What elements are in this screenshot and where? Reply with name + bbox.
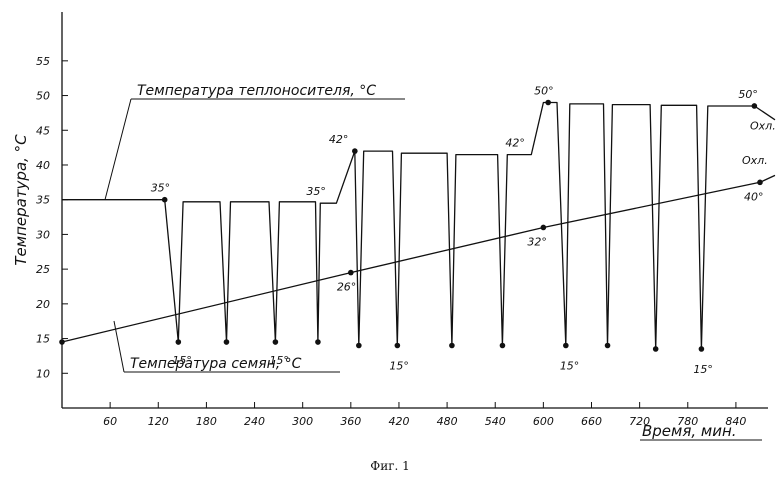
- data-marker: [545, 100, 551, 106]
- x-tick-label: 120: [148, 415, 169, 428]
- data-marker: [348, 270, 354, 276]
- series-line-seeds: [62, 175, 775, 342]
- x-axis-title: Время, мин.: [642, 422, 737, 440]
- data-marker: [563, 343, 569, 349]
- x-tick-label: 360: [340, 415, 361, 428]
- y-tick-label: 40: [36, 159, 50, 172]
- x-tick-label: 240: [244, 415, 265, 428]
- x-tick-label: 480: [437, 415, 458, 428]
- value-annotation: 35°: [306, 185, 326, 198]
- y-tick-label: 20: [36, 298, 50, 311]
- annotations: 35°35°42°42°50°50°15°15°15°15°15°26°32°4…: [151, 84, 776, 375]
- data-marker: [757, 180, 763, 186]
- value-annotation: 26°: [337, 281, 357, 294]
- axes: [62, 12, 768, 408]
- value-annotation: 15°: [693, 363, 713, 376]
- value-annotation: 40°: [744, 190, 764, 203]
- data-marker: [449, 343, 455, 349]
- data-markers: [59, 100, 763, 352]
- value-annotation: 42°: [505, 137, 525, 150]
- data-marker: [59, 339, 65, 345]
- data-marker: [395, 343, 401, 349]
- data-marker: [541, 225, 547, 231]
- y-tick-label: 25: [36, 263, 50, 276]
- data-marker: [176, 339, 182, 345]
- data-marker: [699, 346, 705, 352]
- data-marker: [224, 339, 230, 345]
- x-tick-label: 540: [485, 415, 506, 428]
- value-annotation: 42°: [329, 133, 349, 146]
- y-tick-label: 10: [36, 367, 50, 380]
- value-annotation: 35°: [151, 182, 171, 195]
- series-label-coolant: Температура теплоносителя, °С: [137, 83, 376, 99]
- value-annotation: Охл.: [742, 154, 768, 167]
- x-tick-label: 60: [103, 415, 117, 428]
- y-tick-label: 35: [36, 194, 50, 207]
- value-annotation: 15°: [560, 360, 580, 373]
- x-tick-label: 600: [533, 415, 554, 428]
- y-tick-label: 50: [36, 90, 50, 103]
- value-annotation: 50°: [534, 84, 554, 97]
- value-annotation: 15°: [389, 360, 409, 373]
- x-tick-label: 660: [581, 415, 602, 428]
- y-tick-label: 30: [36, 228, 50, 241]
- series-lines: [62, 103, 775, 350]
- value-annotation: Охл.: [750, 119, 776, 132]
- y-axis-title: Температура, °С: [12, 134, 30, 266]
- series-label-seeds: Температура семян, °С: [130, 356, 302, 372]
- value-annotation: 50°: [738, 88, 758, 101]
- data-marker: [352, 148, 358, 154]
- series-line-coolant: [62, 103, 775, 350]
- data-marker: [752, 103, 758, 109]
- y-tick-label: 15: [36, 333, 50, 346]
- data-marker: [500, 343, 506, 349]
- data-marker: [356, 343, 362, 349]
- data-marker: [162, 197, 168, 203]
- leader-line-coolant: [105, 99, 131, 200]
- figure-caption: Фиг. 1: [370, 459, 410, 473]
- value-annotation: 32°: [527, 235, 547, 248]
- y-tick-label: 55: [36, 55, 50, 68]
- data-marker: [315, 339, 321, 345]
- x-tick-label: 420: [388, 415, 409, 428]
- data-marker: [653, 346, 659, 352]
- data-marker: [273, 339, 279, 345]
- x-tick-label: 180: [196, 415, 217, 428]
- data-marker: [605, 343, 611, 349]
- x-tick-label: 300: [292, 415, 313, 428]
- y-tick-label: 45: [36, 124, 50, 137]
